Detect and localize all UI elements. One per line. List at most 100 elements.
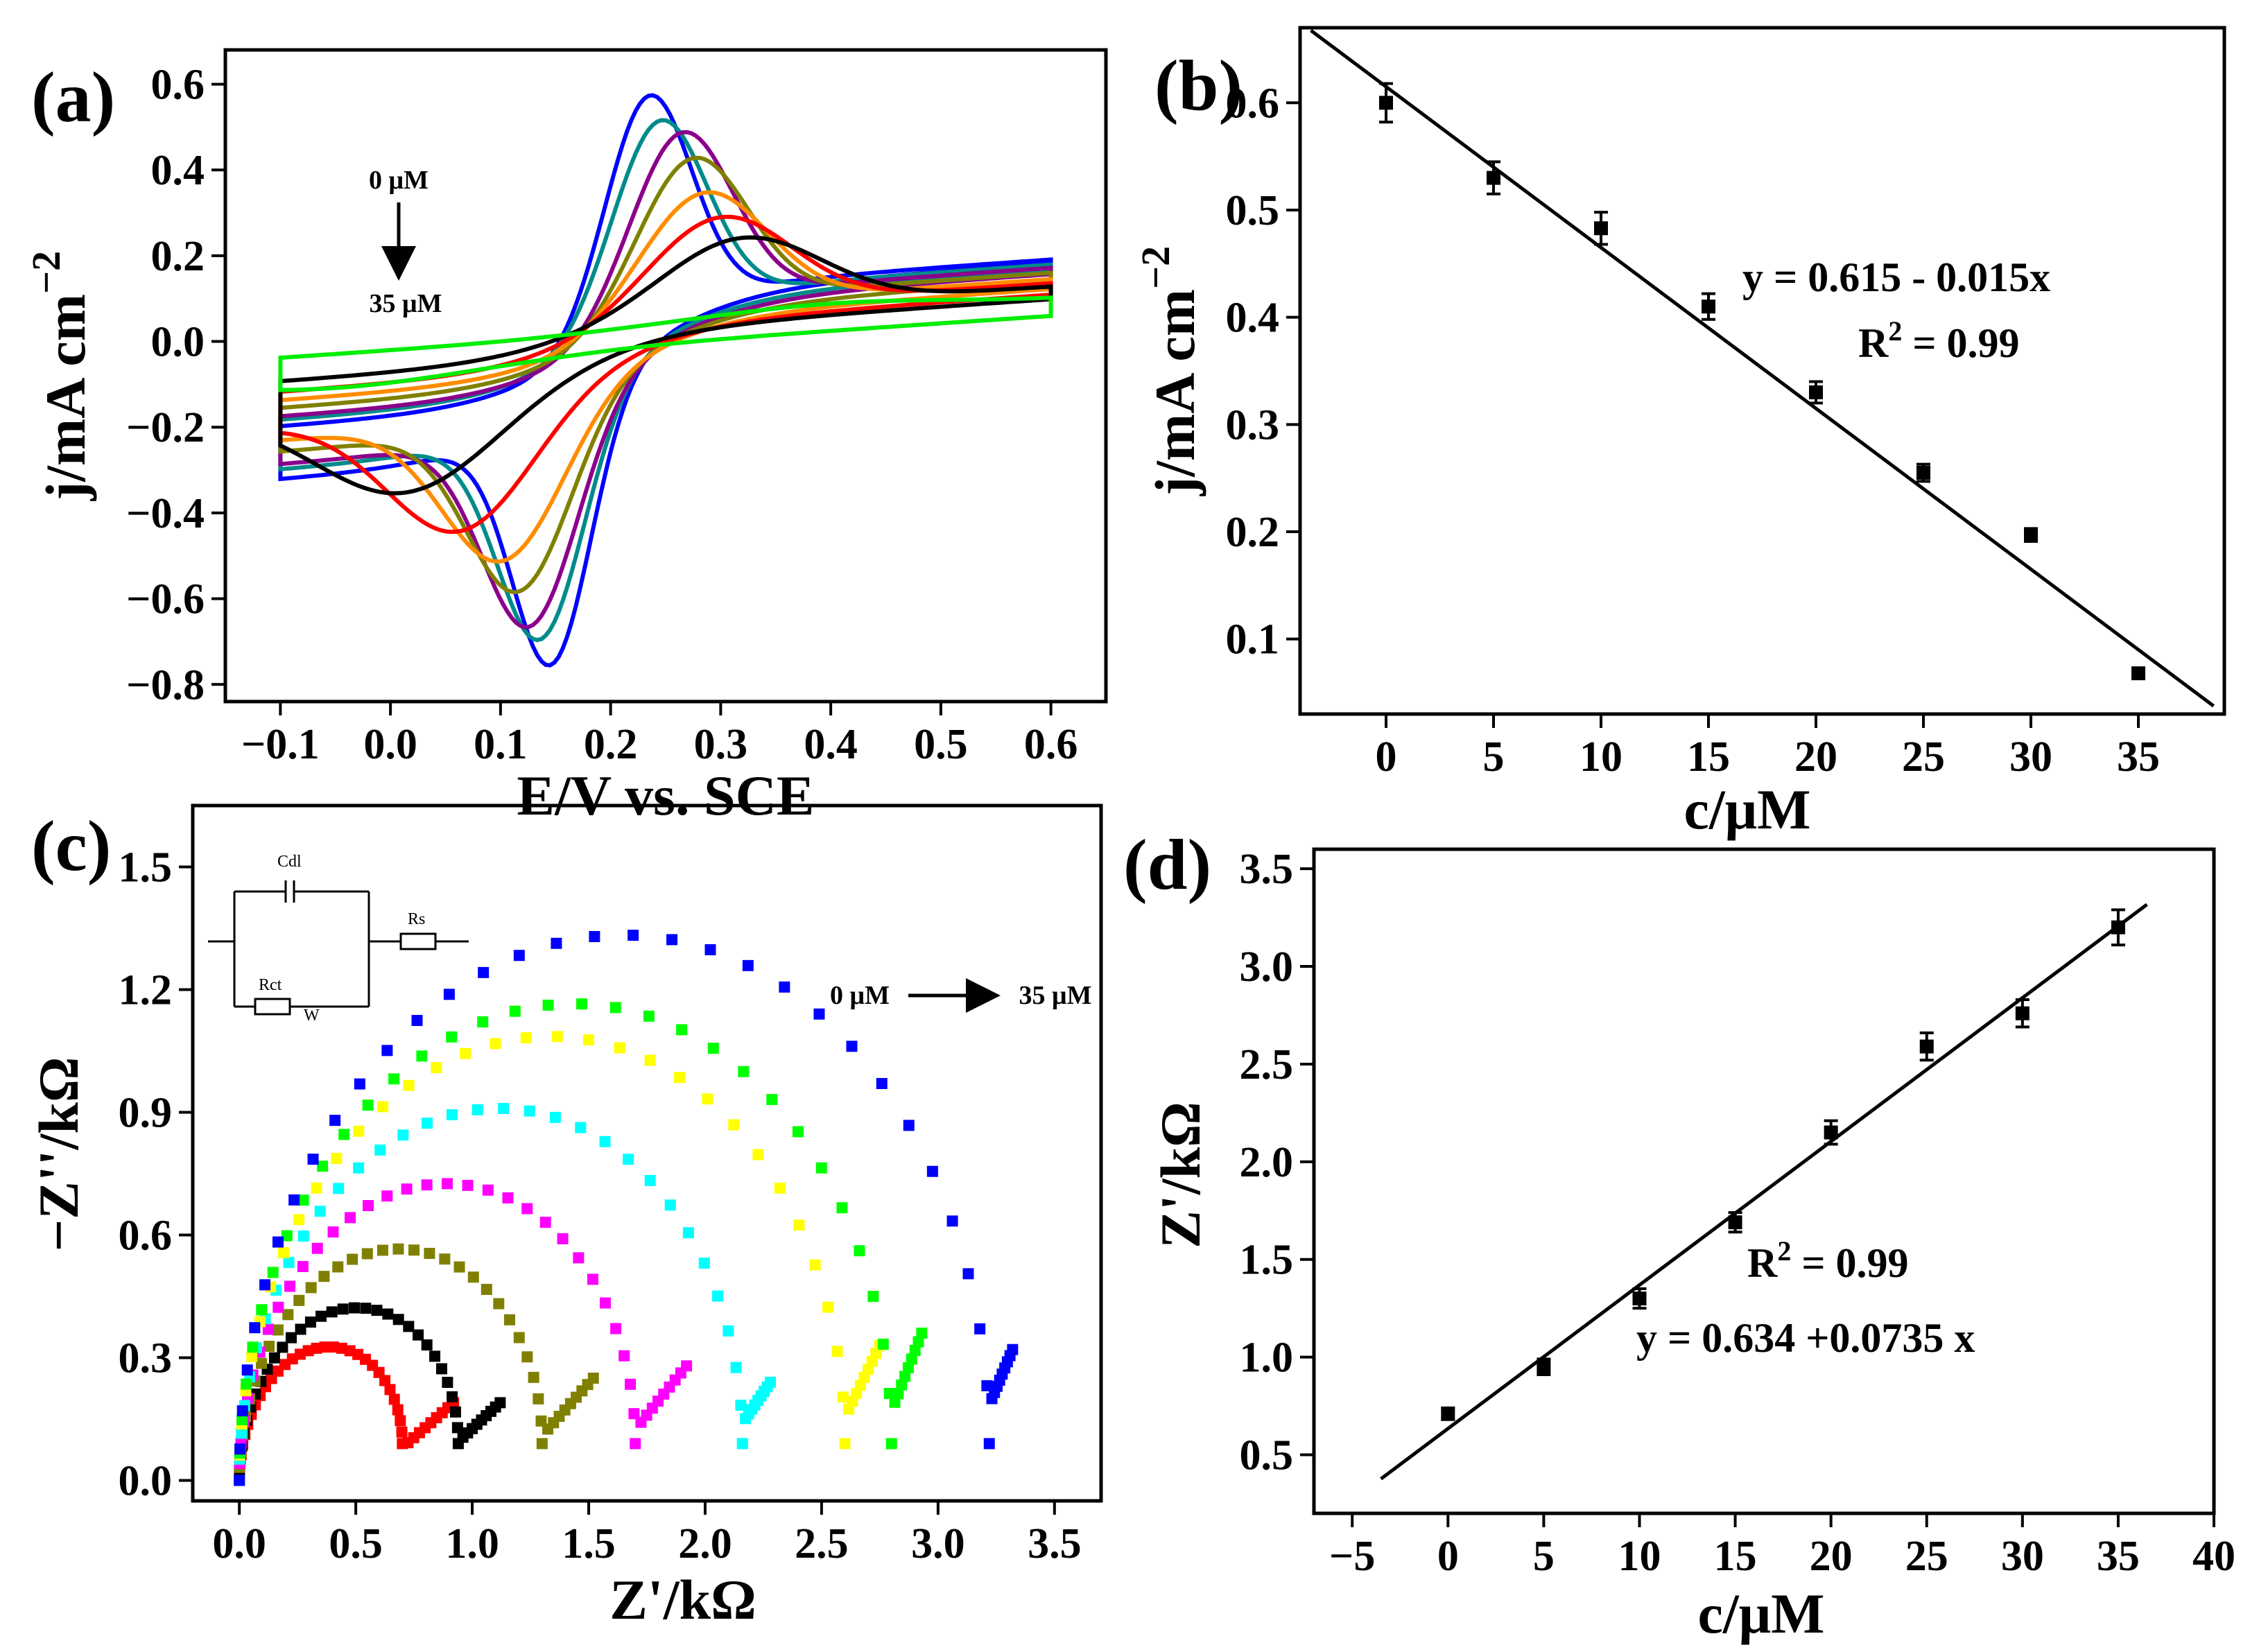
panel-c-point xyxy=(582,1034,594,1046)
panel-c-xtick-label: 0.0 xyxy=(212,1520,266,1567)
panel-c-point xyxy=(704,944,716,956)
panel-c-point xyxy=(839,1438,851,1450)
panel-c-point xyxy=(443,989,455,1000)
panel-c-point xyxy=(353,1162,365,1174)
panel-d-ytick-label: 2.5 xyxy=(1240,1041,1294,1088)
panel-c-point xyxy=(307,1154,319,1165)
panel-b-ytick-label: 0.3 xyxy=(1226,401,1280,449)
panel-c-point xyxy=(293,1214,305,1226)
panel-c-point xyxy=(892,1388,904,1400)
panel-c-point xyxy=(449,1406,461,1418)
panel-b-ticks: 0 5 10 15 20 25 30 35 0.1 0.2 0.3 0.4 0.5 0.6 xyxy=(1226,80,2161,781)
panel-c-point xyxy=(614,1042,625,1054)
panel-c-ytick-label: 0.9 xyxy=(119,1090,173,1137)
panel-c-point xyxy=(575,1122,587,1133)
panel-b-xtick-label: 5 xyxy=(1483,733,1505,781)
panel-c-point xyxy=(396,1426,408,1438)
panel-c-point xyxy=(618,1350,630,1362)
panel-c-label: (c) xyxy=(31,806,111,886)
panel-c-point xyxy=(813,1008,825,1020)
panel-c-point xyxy=(314,1206,326,1217)
panel-b-xtick-label: 10 xyxy=(1580,733,1622,781)
panel-c-point xyxy=(326,1306,338,1318)
panel-d-point xyxy=(1919,1039,1934,1054)
panel-c-point xyxy=(267,1267,279,1278)
panel-c-point xyxy=(1007,1344,1019,1355)
panel-a-series-8 xyxy=(278,295,1053,392)
panel-c-point xyxy=(498,1102,510,1114)
panel-c-point xyxy=(354,1078,365,1090)
panel-a-annotation-start: 0 μM xyxy=(369,166,429,195)
panel-d-label: (d) xyxy=(1123,825,1211,905)
panel-c-point xyxy=(926,1165,938,1177)
panel-c-point xyxy=(319,1341,331,1353)
panel-a-curves xyxy=(278,93,1053,668)
panel-c-point xyxy=(666,934,678,946)
panel-b-equation: y = 0.615 - 0.015x xyxy=(1742,254,2050,300)
panel-c-series-1 xyxy=(234,1341,460,1486)
panel-c-point xyxy=(451,1422,463,1434)
panel-c-point xyxy=(348,1302,360,1314)
panel-c-point xyxy=(533,1393,544,1405)
panel-c-point xyxy=(347,1253,358,1265)
panel-c-ylabel: −Z''/kΩ xyxy=(27,1057,90,1251)
panel-a-xtick-label: 0.3 xyxy=(694,721,748,768)
panel-c-point xyxy=(471,1104,483,1115)
panel-a-xtick-label: 0.1 xyxy=(474,721,528,768)
panel-b-point xyxy=(2024,528,2038,542)
panel-c-point xyxy=(429,1350,441,1362)
panel-c-series-4 xyxy=(234,1178,693,1486)
panel-d-point xyxy=(1441,1407,1455,1421)
panel-d-ytick-label: 2.0 xyxy=(1240,1139,1294,1186)
panel-d-xtick-label: 5 xyxy=(1533,1533,1555,1580)
panel-c-point xyxy=(311,1342,322,1354)
panel-b-ytick-label: 0.6 xyxy=(1226,80,1280,127)
panel-c-point xyxy=(481,1283,492,1295)
panel-c-point xyxy=(523,1105,535,1117)
panel-c-xtick-label: 0.5 xyxy=(329,1520,383,1567)
panel-c-point xyxy=(752,1149,764,1160)
panel-b-point xyxy=(1809,385,1823,399)
panel-c-point xyxy=(793,1219,805,1231)
panel-c-point xyxy=(983,1438,995,1450)
panel-c-xtick-label: 2.5 xyxy=(795,1520,849,1567)
panel-c-point xyxy=(377,1244,388,1256)
panel-a-ytick-label: 0.6 xyxy=(151,61,205,108)
panel-c-point xyxy=(277,1341,288,1353)
panel-c-point xyxy=(482,1184,494,1196)
panel-c-point xyxy=(587,1273,598,1285)
panel-a-ytick-label: −0.6 xyxy=(126,576,205,623)
panel-c-point xyxy=(392,1314,404,1325)
panel-c-point xyxy=(643,1010,655,1022)
panel-c-point xyxy=(361,1248,373,1260)
panel-c-point xyxy=(392,1404,404,1416)
panel-c-point xyxy=(698,1258,710,1269)
panel-d-ylabel: Z'/kΩ xyxy=(1149,1102,1212,1249)
panel-c-ytick-label: 0.3 xyxy=(119,1335,173,1382)
panel-c-point xyxy=(916,1328,928,1339)
panel-a-annotation-end: 35 μM xyxy=(370,289,442,318)
panel-c-point xyxy=(909,1345,921,1357)
panel-d-xtick-label: 20 xyxy=(1810,1533,1853,1580)
panel-c-point xyxy=(883,1388,895,1400)
panel-a-frame xyxy=(223,48,1108,704)
panel-c-point xyxy=(846,1041,858,1052)
panel-b-label: (b) xyxy=(1154,46,1243,125)
panel-c-point xyxy=(822,1301,834,1313)
panel-c-point xyxy=(673,1072,685,1084)
panel-c-point xyxy=(268,1352,280,1364)
panel-b-xlabel: c/μM xyxy=(1684,778,1810,841)
panel-c-point xyxy=(736,1438,748,1450)
panel-c-point xyxy=(509,1005,521,1017)
panel-c-point xyxy=(392,1243,404,1255)
panel-c-point xyxy=(876,1078,888,1090)
panel-c-point xyxy=(241,1378,252,1390)
panel-c-point xyxy=(421,1339,433,1351)
panel-c-point xyxy=(536,1438,548,1450)
panel-c-point xyxy=(345,1212,356,1224)
panel-b-ytick-label: 0.4 xyxy=(1226,295,1280,342)
panel-c-point xyxy=(460,1047,471,1059)
panel-c-point xyxy=(304,1316,316,1328)
panel-c-point xyxy=(446,1108,458,1120)
